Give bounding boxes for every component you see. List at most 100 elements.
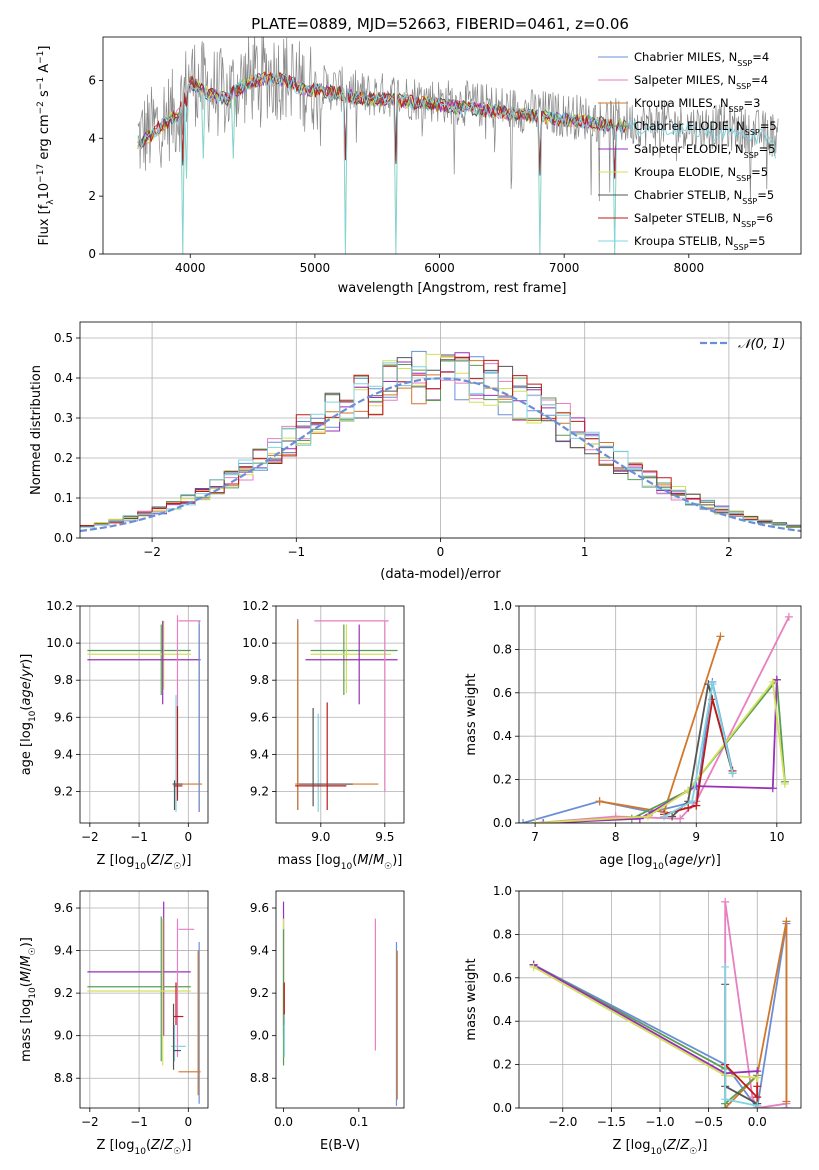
y-tick-label: 8.8	[54, 1071, 73, 1085]
x-tick-label: −2.0	[548, 1115, 577, 1129]
x-axis-label: E(B-V)	[320, 1138, 360, 1153]
y-tick-label: 0.0	[54, 531, 73, 545]
legend-text: Chabrier ELODIE, N	[634, 119, 745, 133]
plot-area	[87, 901, 201, 1104]
y-tick-label: 2	[88, 189, 96, 203]
y-axis-label: mass weight	[464, 958, 479, 1040]
weight-point-kroupa_elodie	[780, 779, 789, 788]
y-tick-label: 9.8	[54, 673, 73, 687]
legend-text: Salpeter ELODIE, N	[634, 142, 744, 156]
label-part: /	[369, 853, 374, 868]
weight-point-salpeter_elodie	[635, 814, 644, 823]
label-part: /	[676, 1138, 681, 1153]
legend-label-salpeter_stelib: Salpeter STELIB, NSSP=6	[634, 211, 773, 229]
y-tick-label: 8.8	[250, 1071, 269, 1085]
y-tick-label: 0.4	[493, 729, 512, 743]
x-axis-label: Z [log10(Z/Z☉)]	[97, 853, 192, 872]
y-tick-label: 0.6	[493, 686, 512, 700]
x-tick-label: −2	[81, 830, 99, 844]
label-part: M	[373, 853, 384, 868]
plot-area	[519, 612, 793, 823]
weight-point-salpeter_miles	[784, 612, 793, 621]
x-tick-label: −1	[130, 1115, 148, 1129]
label-part: )]	[697, 1138, 707, 1153]
label-part: /	[19, 676, 34, 681]
weight-point-salpeter_miles	[676, 814, 685, 823]
legend-sub: SSP	[736, 174, 751, 183]
y-axis-label: mass [log10(M/M☉)]	[19, 937, 38, 1062]
legend-tail: =5	[751, 165, 768, 179]
axes-frame	[518, 890, 802, 1109]
label-part: )]	[392, 853, 402, 868]
x-tick-label: 0	[184, 1115, 192, 1129]
legend-label-salpeter_miles: Salpeter MILES, NSSP=4	[634, 73, 768, 91]
label-part: −1	[36, 77, 46, 90]
x-axis-label: mass [log10(M/M☉)]	[278, 853, 403, 872]
x-tick-label: −1	[130, 830, 148, 844]
normal-curve	[80, 377, 801, 533]
weight-line-salpeter_miles	[535, 616, 790, 823]
weight-point-salpeter_stelib	[753, 1082, 762, 1091]
legend-tail: =5	[760, 119, 777, 133]
plot-area	[295, 618, 398, 812]
label-part: −1	[36, 51, 46, 64]
label-part: (	[146, 1138, 151, 1153]
x-tick-label: 9.0	[311, 830, 330, 844]
y-tick-label: 9.2	[54, 784, 73, 798]
weight-point-kroupa_elodie	[643, 812, 652, 821]
y-tick-label: 0.2	[493, 773, 512, 787]
label-part: −2	[36, 101, 46, 114]
weight-point-salpeter_miles	[721, 897, 730, 906]
y-tick-label: 9.6	[250, 710, 269, 724]
label-part: (	[662, 1138, 667, 1153]
label-part: M	[19, 955, 34, 966]
label-part: 10	[28, 710, 38, 722]
weight-line-salpeter_elodie	[543, 679, 778, 823]
label-part: )]	[19, 937, 34, 947]
x-tick-label: 8	[612, 830, 620, 844]
model-kroupa_stelib	[137, 72, 776, 254]
y-tick-label: 0.0	[493, 816, 512, 830]
y-tick-label: 9.2	[250, 986, 269, 1000]
legend-label-chabrier_stelib: Chabrier STELIB, NSSP=5	[634, 188, 774, 206]
legend-label-salpeter_elodie: Salpeter ELODIE, NSSP=5	[634, 142, 776, 160]
weight-point-salpeter_stelib	[684, 803, 693, 812]
label-part: 10	[134, 862, 146, 872]
y-tick-label: 9.6	[54, 901, 73, 915]
label-part: Z [log	[613, 1138, 651, 1153]
hist-chabrier_stelib	[80, 357, 801, 528]
x-axis-label: Z [log10(Z/Z☉)]	[97, 1138, 192, 1157]
weight-point-kroupa_stelib	[753, 1101, 762, 1108]
figure-title: PLATE=0889, MJD=52663, FIBERID=0461, z=0…	[251, 15, 629, 33]
legend-sub: SSP	[736, 82, 751, 91]
label-part: (	[352, 853, 357, 868]
label-part: /	[160, 853, 165, 868]
weight-point-salpeter_stelib	[753, 1093, 762, 1102]
axes-frame	[275, 890, 405, 1109]
x-tick-label: −1.5	[597, 1115, 626, 1129]
weight-point-kroupa_elodie	[753, 1073, 762, 1082]
axes-frame	[79, 321, 802, 539]
label-part: A	[37, 64, 52, 77]
label-part: λ	[46, 199, 56, 205]
weight-point-kroupa_stelib	[688, 797, 697, 806]
legend-sub: SSP	[737, 59, 752, 68]
legend-tail: =5	[749, 234, 766, 248]
y-tick-label: 10.2	[242, 599, 269, 613]
weight-point-kroupa_miles	[716, 632, 725, 641]
y-tick-label: 10.2	[46, 599, 73, 613]
axes-frame	[79, 605, 209, 824]
y-tick-label: 9.4	[250, 747, 269, 761]
x-tick-label: 9	[692, 830, 700, 844]
legend-text: Salpeter STELIB, N	[634, 211, 741, 225]
legend-sub: SSP	[745, 128, 760, 137]
legend-tail: =6	[756, 211, 773, 225]
legend-label-kroupa_elodie: Kroupa ELODIE, NSSP=5	[634, 165, 768, 183]
hist-salpeter_stelib	[80, 356, 801, 526]
x-tick-label: −2	[143, 545, 161, 559]
weight-point-kroupa_elodie	[768, 677, 777, 686]
axes-frame	[102, 36, 802, 255]
label-part: )]	[181, 853, 191, 868]
axes-frame	[518, 605, 802, 824]
